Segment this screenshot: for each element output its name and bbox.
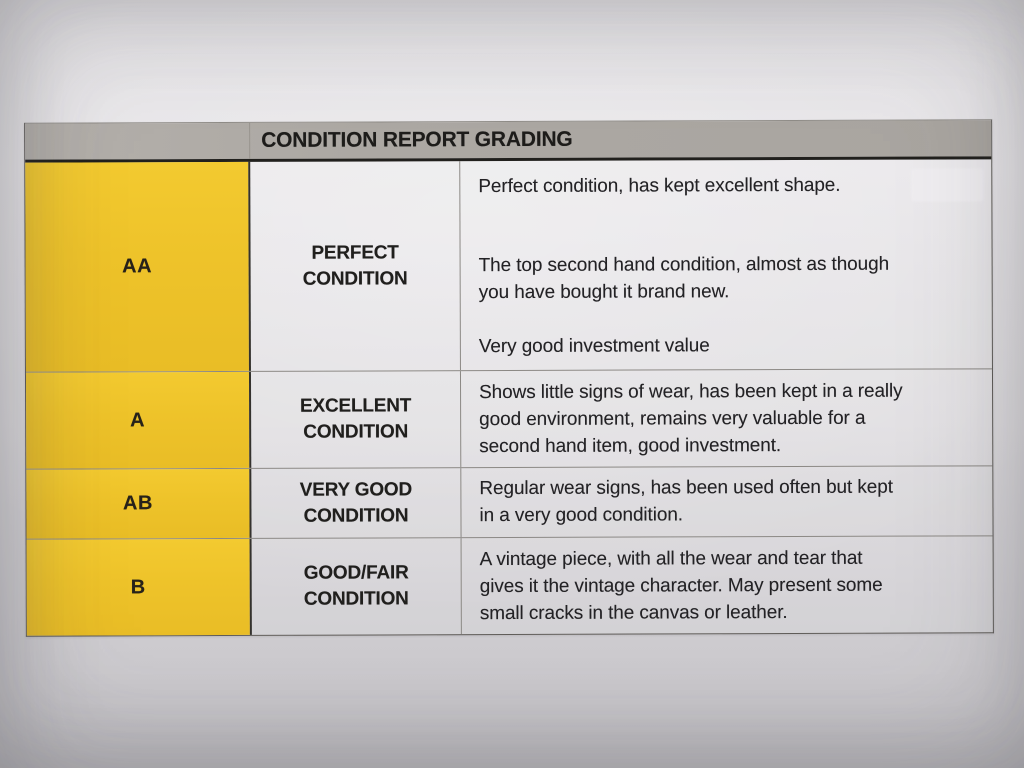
table-row-a: A EXCELLENT CONDITION Shows little signs… [25,368,993,469]
condition-label-cell: VERY GOOD CONDITION [251,468,462,538]
table-row-b: B GOOD/FAIR CONDITION A vintage piece, w… [26,535,993,636]
description-paragraph: The top second hand condition, almost as… [478,253,890,304]
table-row-aa: AA PERFECT CONDITION Perfect condition, … [25,159,992,372]
description-cell: Shows little signs of wear, has been kep… [460,369,993,468]
header-grade-column-spacer [25,122,251,160]
table-row-ab: AB VERY GOOD CONDITION Regular wear sign… [26,465,993,539]
condition-grading-table: CONDITION REPORT GRADING AA PERFECT COND… [24,119,994,637]
condition-label-cell: GOOD/FAIR CONDITION [251,538,462,635]
description-paragraph: Perfect condition, has kept excellent sh… [478,174,841,198]
description-paragraph: A vintage piece, with all the wear and t… [479,547,883,625]
description-cell: Regular wear signs, has been used often … [461,466,993,538]
grade-cell: B [26,538,252,636]
condition-label-cell: PERFECT CONDITION [250,161,461,371]
description-cell: A vintage piece, with all the wear and t… [461,536,993,635]
condition-label-cell: EXCELLENT CONDITION [250,371,462,468]
grade-cell: AB [26,468,252,539]
description-paragraph: Regular wear signs, has been used often … [479,476,893,527]
description-paragraph: Very good investment value [478,335,710,358]
grade-cell: A [25,371,252,469]
table-title: CONDITION REPORT GRADING [261,127,573,152]
description-cell: Perfect condition, has kept excellent sh… [460,159,992,371]
grade-cell: AA [25,161,251,372]
description-paragraph: Shows little signs of wear, has been kep… [479,380,903,458]
table-header-row: CONDITION REPORT GRADING [25,120,992,163]
